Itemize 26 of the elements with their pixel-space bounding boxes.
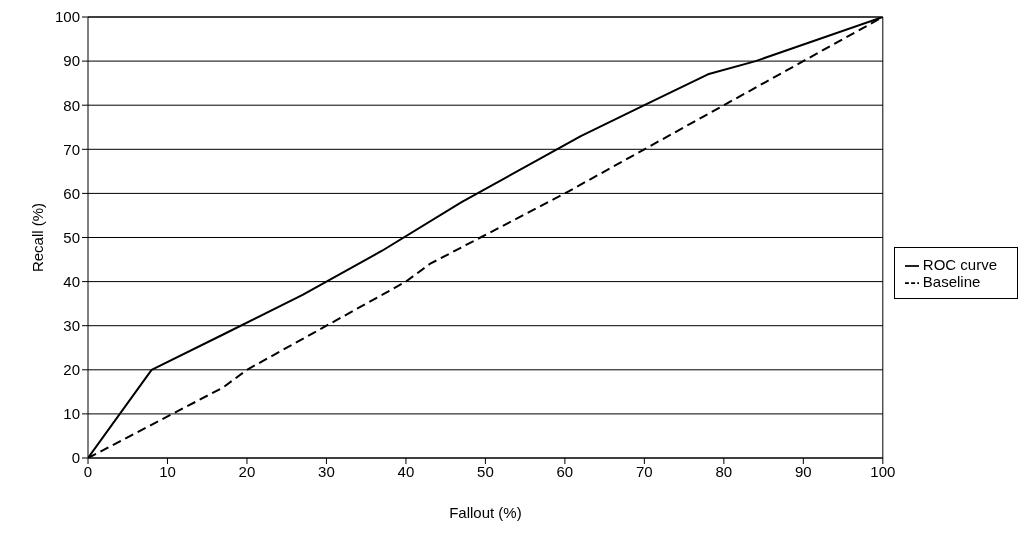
y-tick-label: 10 — [63, 405, 80, 423]
x-tick-label: 40 — [397, 462, 415, 480]
y-tick-label: 50 — [63, 228, 80, 246]
y-tick-label: 70 — [63, 140, 80, 158]
y-tick-label: 90 — [63, 52, 80, 70]
x-axis-title: Fallout (%) — [449, 504, 522, 521]
x-tick-label: 10 — [159, 462, 176, 480]
y-tick-label: 60 — [63, 184, 80, 202]
x-tick-label: 30 — [318, 462, 335, 480]
y-tick-label: 100 — [54, 8, 80, 26]
y-tick-label: 20 — [63, 361, 80, 379]
x-tick-label: 70 — [636, 462, 653, 480]
y-tick-label: 80 — [63, 96, 80, 114]
x-tick-label: 50 — [477, 462, 494, 480]
legend-label: Baseline — [922, 273, 981, 290]
y-tick-label: 30 — [63, 317, 80, 335]
x-tick-label: 80 — [715, 462, 733, 480]
x-tick-label: 90 — [794, 462, 812, 480]
x-tick-label: 100 — [870, 462, 896, 480]
y-tick-label: 0 — [71, 449, 80, 467]
x-tick-label: 0 — [83, 462, 93, 480]
x-tick-label: 60 — [556, 462, 574, 480]
legend-label: ROC curve — [922, 255, 997, 273]
x-tick-label: 20 — [238, 462, 256, 480]
y-axis-title: Recall (%) — [29, 202, 47, 273]
y-tick-label: 40 — [63, 272, 80, 290]
